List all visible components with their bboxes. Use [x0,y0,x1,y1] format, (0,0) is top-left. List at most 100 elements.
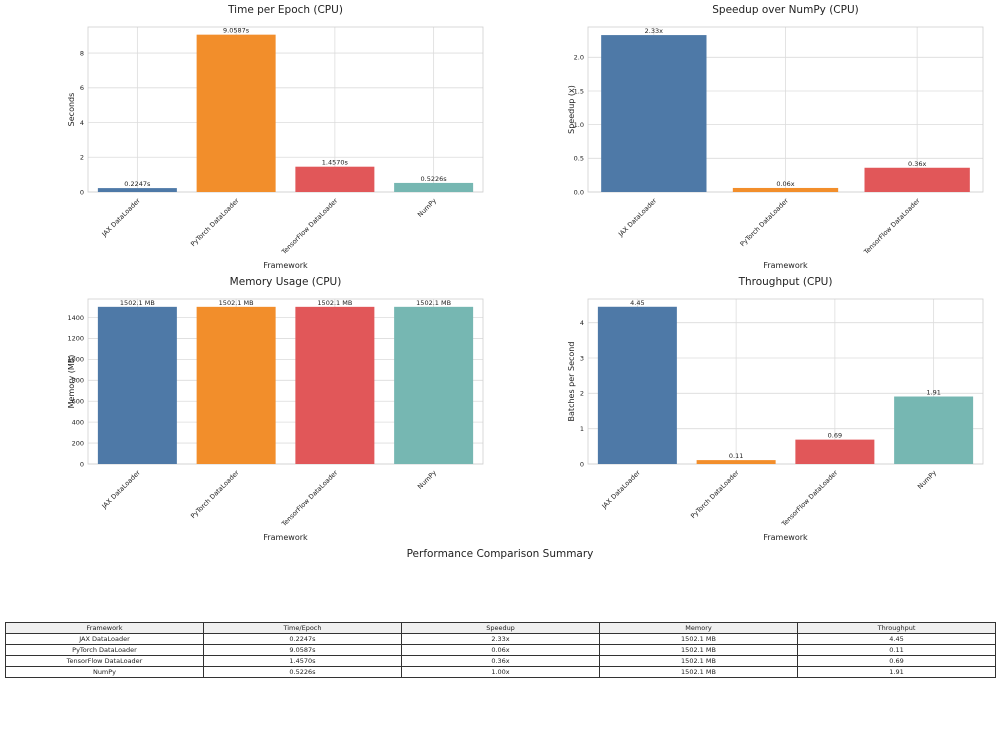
header-framework: Framework [5,622,204,634]
data-label: 1502.1 MB [219,299,254,307]
bar [597,306,677,464]
data-label: 0.2247s [124,180,151,188]
x-axis-label: Framework [763,261,808,270]
y-tick-label: 4 [80,119,84,127]
y-tick-label: 200 [72,439,84,447]
table-cell: 1502.1 MB [599,644,798,656]
data-label: 0.69 [828,432,842,440]
bar [196,34,276,192]
speedup-chart: 0.0 0.5 1.0 1.5 2.0 2.33x JAX DataLoader 0.06x P… [500,0,1000,280]
y-tick-label: 2 [580,390,584,398]
table-cell: 0.69 [797,655,996,667]
y-tick-label: 0.0 [574,188,584,196]
x-tick-label: PyTorch DataLoader [189,469,241,521]
y-tick-label: 0.5 [574,155,584,163]
y-tick-label: 400 [72,418,84,426]
x-tick-label: JAX DataLoader [616,197,658,239]
y-axis-label: Speedup (x) [567,85,576,134]
y-tick-label: 1.5 [574,87,584,95]
bar [295,306,375,464]
chart-title: Memory Usage (CPU) [230,276,342,288]
data-label: 1502.1 MB [416,299,451,307]
bar [601,35,707,192]
x-tick-label: PyTorch DataLoader [189,197,241,249]
chart-title: Time per Epoch (CPU) [227,4,343,16]
bar [696,460,776,464]
header-speedup: Speedup [401,622,600,634]
y-tick-label: 600 [72,398,84,406]
y-axis-label: Batches per Second [567,342,576,422]
table-cell: 1.4570s [203,655,402,667]
x-axis-label: Framework [263,533,308,542]
bar [97,188,177,192]
header-time-epoch: Time/Epoch [203,622,402,634]
throughput-svg: 0 1 2 3 4 4.45 JAX DataLoader 0.11 PyTorch DataL… [567,276,984,542]
data-label: 1.91 [926,389,940,397]
table-cell: 0.36x [401,655,600,667]
y-tick-label: 1400 [67,314,84,322]
table-cell: 1502.1 MB [599,655,798,667]
y-tick-label: 0 [580,460,584,468]
table-cell: 1.00x [401,666,600,678]
table-row: JAX DataLoader 0.2247s 2.33x 1502.1 MB 4… [5,633,996,645]
y-tick-label: 0 [80,460,84,468]
x-tick-label: PyTorch DataLoader [739,197,791,249]
x-tick-label: JAX DataLoader [100,197,142,239]
x-tick-label: TensorFlow DataLoader [862,197,922,257]
y-tick-label: 1 [580,425,584,433]
table-cell: 1.91 [797,666,996,678]
y-tick-label: 3 [580,354,584,362]
bar [394,306,474,464]
y-tick-label: 1.0 [574,121,584,129]
table-cell: 4.45 [797,633,996,645]
y-axis-label: Seconds [67,93,76,127]
x-tick-label: NumPy [916,469,938,491]
x-axis-label: Framework [263,261,308,270]
x-tick-label: JAX DataLoader [100,469,142,511]
x-tick-label: TensorFlow DataLoader [279,469,339,529]
table-cell: 0.06x [401,644,600,656]
summary-title: Performance Comparison Summary [406,548,594,560]
table-cell: NumPy [5,666,204,678]
x-tick-label: NumPy [416,197,438,219]
table-cell: 2.33x [401,633,600,645]
y-tick-label: 2.0 [574,54,584,62]
data-label: 1.4570s [322,159,349,167]
plot-frame [587,298,984,465]
bar [864,167,970,192]
plot-frame [87,298,484,465]
data-label: 0.36x [908,160,926,168]
x-tick-label: TensorFlow DataLoader [779,469,839,529]
speedup-svg: 0.0 0.5 1.0 1.5 2.0 2.33x JAX DataLoader 0.06x P… [567,4,984,270]
header-throughput: Throughput [797,622,996,634]
data-label: 0.11 [729,452,743,460]
plot-frame [87,26,484,193]
table-cell: 1502.1 MB [599,633,798,645]
y-tick-label: 0 [80,188,84,196]
chart-title: Throughput (CPU) [738,276,833,288]
table-cell: 0.11 [797,644,996,656]
bar [732,187,839,192]
table-row: TensorFlow DataLoader 1.4570s 0.36x 1502… [5,655,996,667]
summary-header-row: Framework Time/Epoch Speedup Memory Thro… [5,622,996,634]
x-tick-label: NumPy [416,469,438,491]
summary-table: Framework Time/Epoch Speedup Memory Thro… [5,622,996,678]
x-tick-label: TensorFlow DataLoader [279,197,339,257]
data-label: 9.0587s [223,27,250,35]
data-label: 1502.1 MB [120,299,155,307]
memory-usage-svg: 0 200 400 600 800 1000 1200 1400 1502.1 MB JAX Da… [67,276,484,542]
data-label: 0.5226s [421,175,448,183]
y-tick-label: 1200 [67,335,84,343]
memory-usage-chart: 0 200 400 600 800 1000 1200 1400 1502.1 MB JAX Da… [0,272,500,552]
data-label: 1502.1 MB [317,299,352,307]
throughput-chart: 0 1 2 3 4 4.45 JAX DataLoader 0.11 PyTorch DataL… [500,272,1000,552]
table-row: PyTorch DataLoader 9.0587s 0.06x 1502.1 … [5,644,996,656]
data-label: 4.45 [630,299,644,307]
table-cell: 0.2247s [203,633,402,645]
table-cell: JAX DataLoader [5,633,204,645]
bar [97,306,177,464]
bar [295,166,375,192]
bar [795,439,875,464]
x-tick-label: PyTorch DataLoader [689,469,741,521]
y-tick-label: 800 [72,377,84,385]
